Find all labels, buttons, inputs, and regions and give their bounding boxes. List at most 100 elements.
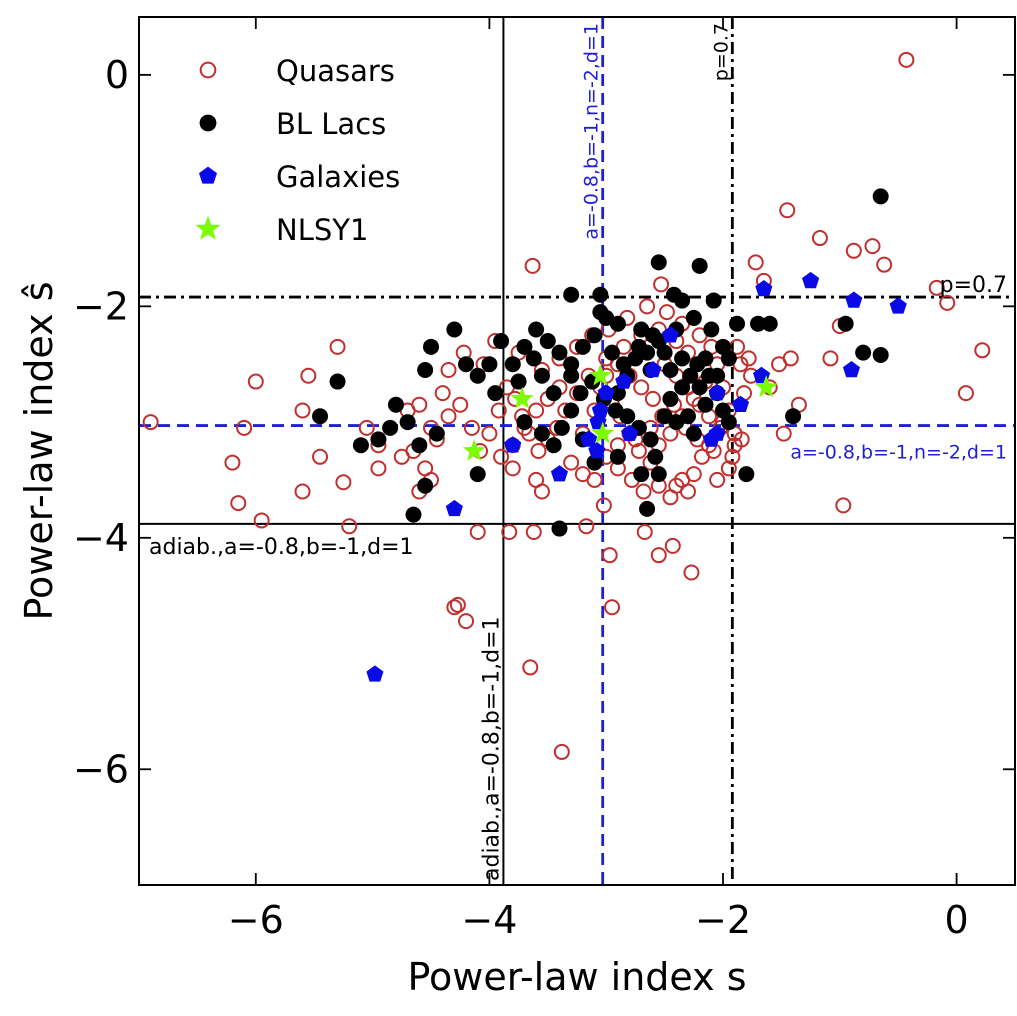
galaxies-point (621, 424, 639, 441)
quasars-point (434, 385, 451, 402)
galaxies-point (504, 436, 522, 453)
quasars-point (658, 304, 675, 321)
quasars-point (370, 460, 387, 477)
bl-lacs-point (545, 437, 562, 454)
legend-marker-quasars (199, 61, 217, 79)
reference-line-label-0: adiab.,a=-0.8,b=-1,d=1 (479, 616, 504, 881)
quasars-point (253, 512, 270, 529)
quasars-point (463, 419, 480, 436)
quasars-point (630, 443, 647, 459)
quasars-point (440, 361, 457, 378)
galaxies-point (702, 430, 720, 447)
quasars-point (446, 599, 463, 616)
galaxies-point (591, 401, 609, 418)
galaxies-point (661, 326, 679, 343)
quasars-point (747, 254, 764, 271)
quasars-point (481, 425, 498, 442)
legend-label-galaxies: Galaxies (276, 160, 400, 194)
bl-lacs-point (674, 292, 691, 309)
bl-lacs-point (691, 257, 708, 274)
y-tick-label: −6 (73, 747, 129, 791)
nlsy1-point (588, 363, 612, 386)
bl-lacs-point (399, 414, 416, 431)
quasars-point (898, 51, 915, 68)
quasars-point (142, 414, 159, 431)
bl-lacs-point (630, 338, 647, 355)
bl-lacs-point (609, 448, 626, 465)
bl-lacs-point (329, 373, 346, 390)
quasars-point (449, 596, 466, 613)
bl-lacs-point (458, 356, 475, 373)
bl-lacs-point (639, 500, 656, 517)
quasars-point (683, 564, 700, 581)
legend-marker-galaxies (199, 166, 217, 184)
bl-lacs-point (516, 414, 533, 431)
quasars-point (224, 454, 241, 471)
bl-lacs-point (837, 315, 854, 332)
quasars-point (835, 497, 852, 514)
bl-lacs-point (705, 292, 722, 309)
galaxies-point (802, 271, 820, 289)
galaxies-point (644, 361, 662, 378)
bl-lacs-point (689, 356, 706, 373)
bl-lacs-point (674, 379, 691, 396)
bl-lacs-point (446, 321, 463, 338)
bl-lacs-point (469, 367, 486, 384)
bl-lacs-point (563, 286, 580, 303)
nlsy1-point (510, 386, 534, 409)
quasars-point (604, 599, 621, 616)
bl-lacs-point (545, 385, 562, 402)
quasars-point (493, 448, 510, 465)
galaxies-point (889, 297, 907, 314)
quasars-point (601, 547, 618, 564)
reference-line-label-5: adiab.,a=-0.8,b=-1,d=1 (149, 535, 414, 560)
quasars-point (779, 202, 796, 219)
quasars-point (563, 454, 580, 471)
bl-lacs-point (423, 338, 439, 355)
bl-lacs-point (650, 466, 667, 483)
bl-lacs-point (553, 419, 570, 436)
bl-lacs-point (528, 321, 545, 338)
bl-lacs-point (592, 286, 609, 303)
bl-lacs-point (703, 321, 720, 338)
quasars-point (653, 276, 670, 293)
bl-lacs-point (662, 390, 679, 407)
bl-lacs-point (715, 402, 731, 419)
bl-lacs-point (685, 425, 702, 442)
galaxies-point (842, 361, 860, 378)
quasars-point (639, 298, 656, 315)
nlsy1-point (754, 375, 778, 398)
bl-lacs-point (619, 408, 636, 425)
bl-lacs-point (679, 408, 696, 425)
bl-lacs-point (563, 356, 580, 373)
galaxies-point (597, 384, 615, 401)
quasars-point (490, 402, 507, 419)
bl-lacs-point (539, 333, 556, 350)
quasars-point (636, 524, 653, 541)
galaxies-point (550, 465, 568, 482)
quasars-point (633, 379, 650, 396)
galaxies-point (845, 291, 863, 308)
quasars-point (341, 518, 358, 535)
bl-lacs-point (872, 188, 889, 205)
quasars-point (452, 396, 469, 413)
y-axis-label: Power-law index ŝ (17, 281, 61, 620)
bl-lacs-point (551, 520, 568, 537)
y-tick-label: 0 (105, 53, 129, 97)
quasars-point (974, 342, 991, 359)
bl-lacs-point (493, 333, 510, 350)
galaxies-point (445, 499, 463, 517)
quasars-point (247, 373, 264, 390)
bl-lacs-point (487, 385, 504, 402)
bl-lacs-point (738, 466, 755, 483)
quasars-point (595, 497, 612, 514)
quasars-point (440, 408, 457, 425)
quasars-point (876, 256, 893, 273)
bl-lacs-point (761, 315, 778, 332)
bl-lacs-point (516, 338, 533, 355)
quasars-point (504, 460, 521, 477)
quasars-point (294, 402, 311, 419)
bl-lacs-point (674, 350, 691, 367)
